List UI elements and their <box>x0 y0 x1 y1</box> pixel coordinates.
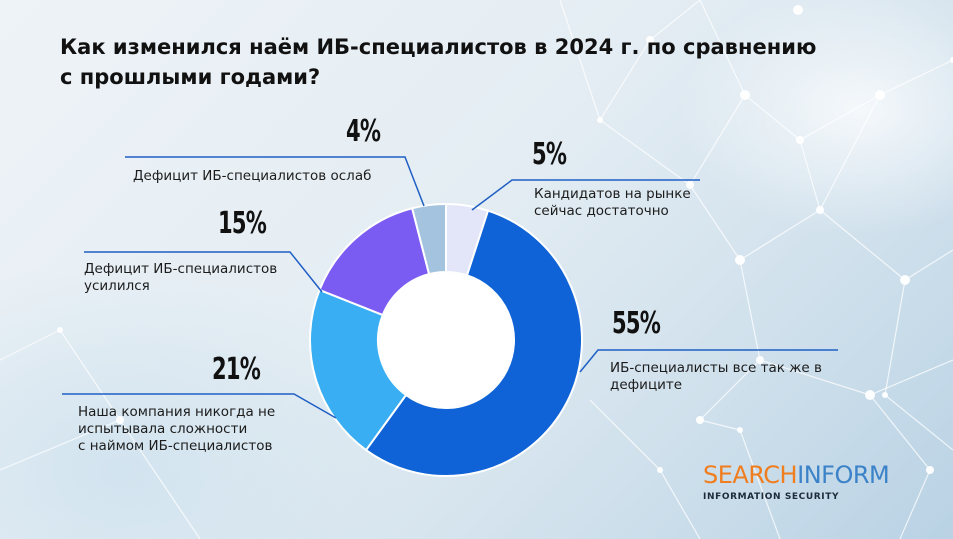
leader-line-never-difficult <box>62 393 337 419</box>
slice-label-line: испытывала сложности <box>78 421 248 437</box>
searchinform-logo: SEARCHINFORM INFORMATION SECURITY <box>703 461 890 502</box>
slice-label-still-deficit: ИБ-специалисты все так же в дефиците <box>610 360 822 394</box>
slice-label-line: сейчас достаточно <box>534 203 669 219</box>
donut-slice-still-deficit <box>364 209 583 477</box>
percent-label-enough-candidates: 5% <box>532 137 567 172</box>
logo-wordmark: SEARCHINFORM <box>703 461 890 489</box>
slice-label-deficit-grew: Дефицит ИБ-специалистов усилился <box>84 261 277 295</box>
slice-label-line: Наша компания никогда не <box>78 404 276 420</box>
slice-label-line: усилился <box>84 278 150 294</box>
percent-label-deficit-eased: 4% <box>346 114 381 149</box>
donut-hole <box>379 273 513 407</box>
percent-label-never-difficult: 21% <box>212 352 261 387</box>
chart-title: Как изменился наём ИБ-специалистов в 202… <box>60 35 817 89</box>
slice-label-line: дефиците <box>610 377 683 393</box>
slice-label-enough-candidates: Кандидатов на рынке сейчас достаточно <box>534 186 691 220</box>
leader-line-still-deficit <box>579 349 838 373</box>
leader-line-deficit-grew <box>84 251 323 293</box>
leader-line-deficit-eased <box>125 156 425 207</box>
slice-label-never-difficult: Наша компания никогда не испытывала сложн… <box>78 404 275 455</box>
leader-line-enough-candidates <box>471 179 700 211</box>
logo-subtitle: INFORMATION SECURITY <box>703 492 840 502</box>
slice-label-deficit-eased: Дефицит ИБ-специалистов ослаб <box>133 168 371 185</box>
donut-slice-never-difficult <box>309 288 408 452</box>
slice-label-line: ИБ-специалисты все так же в <box>610 360 822 376</box>
slice-label-line: Дефицит ИБ-специалистов <box>84 261 278 277</box>
logo-part-search: SEARCH <box>703 461 798 489</box>
logo-part-inform: INFORM <box>797 461 890 489</box>
slice-label-line: Кандидатов на рынке <box>534 186 691 202</box>
percent-label-still-deficit: 55% <box>612 306 661 341</box>
slice-label-line: с наймом ИБ-специалистов <box>78 438 273 454</box>
percent-label-deficit-grew: 15% <box>218 206 267 241</box>
slice-label-line: Дефицит ИБ-специалистов ослаб <box>133 168 372 184</box>
